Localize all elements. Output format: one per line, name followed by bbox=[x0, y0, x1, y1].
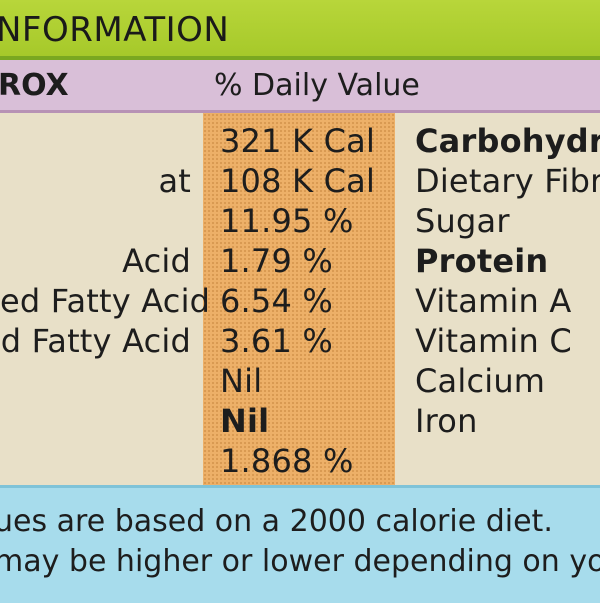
footnote-line-1: ues are based on a 2000 calorie diet. bbox=[0, 504, 553, 539]
value-6: 3.61 % bbox=[220, 322, 334, 360]
nutrient-left-3 bbox=[0, 201, 203, 241]
footnote-line-2: may be higher or lower depending on yo bbox=[0, 544, 600, 579]
nutrient-left-1 bbox=[0, 121, 203, 161]
nutrient-names-left: at Acid ed Fatty Acid d Fatty Acid bbox=[0, 121, 211, 481]
value-4: 1.79 % bbox=[220, 242, 334, 280]
nutrient-names-right: Carbohydra Dietary Fibr Sugar Protein Vi… bbox=[415, 121, 600, 441]
daily-value-label: % Daily Value bbox=[214, 68, 420, 103]
header-band: NFORMATION bbox=[0, 0, 600, 60]
nutrient-right-iron: Iron bbox=[415, 402, 478, 440]
value-3: 11.95 % bbox=[220, 202, 354, 240]
nutrient-left-7 bbox=[0, 361, 203, 401]
nutrient-right-vitamin-a: Vitamin A bbox=[415, 282, 572, 320]
nutrition-table: at Acid ed Fatty Acid d Fatty Acid 321 K… bbox=[0, 113, 600, 485]
value-8: Nil bbox=[220, 402, 270, 440]
nutrient-right-carbohydrate: Carbohydra bbox=[415, 122, 600, 160]
label-row: ROX % Daily Value bbox=[0, 60, 600, 113]
nutrient-left-9 bbox=[0, 441, 203, 481]
value-1: 321 K Cal bbox=[220, 122, 376, 160]
nutrient-right-calcium: Calcium bbox=[415, 362, 546, 400]
nutrient-left-8 bbox=[0, 401, 203, 441]
section-title: NFORMATION bbox=[0, 10, 230, 50]
nutrient-left-5: ed Fatty Acid bbox=[0, 282, 211, 320]
values-highlight-column bbox=[203, 113, 395, 485]
nutrient-right-dietary-fiber: Dietary Fibr bbox=[415, 162, 600, 200]
nutrient-left-4: Acid bbox=[122, 242, 191, 280]
value-7: Nil bbox=[220, 362, 263, 400]
serving-label: ROX bbox=[0, 68, 69, 103]
nutrient-right-sugar: Sugar bbox=[415, 202, 510, 240]
nutrient-left-2: at bbox=[158, 162, 191, 200]
nutrient-left-6: d Fatty Acid bbox=[0, 322, 191, 360]
value-9: 1.868 % bbox=[220, 442, 354, 480]
footnote-band: ues are based on a 2000 calorie diet. ma… bbox=[0, 485, 600, 603]
daily-values-column: 321 K Cal 108 K Cal 11.95 % 1.79 % 6.54 … bbox=[220, 121, 375, 481]
nutrient-right-vitamin-c: Vitamin C bbox=[415, 322, 572, 360]
value-5: 6.54 % bbox=[220, 282, 334, 320]
nutrient-right-protein: Protein bbox=[415, 242, 549, 280]
value-2: 108 K Cal bbox=[220, 162, 376, 200]
